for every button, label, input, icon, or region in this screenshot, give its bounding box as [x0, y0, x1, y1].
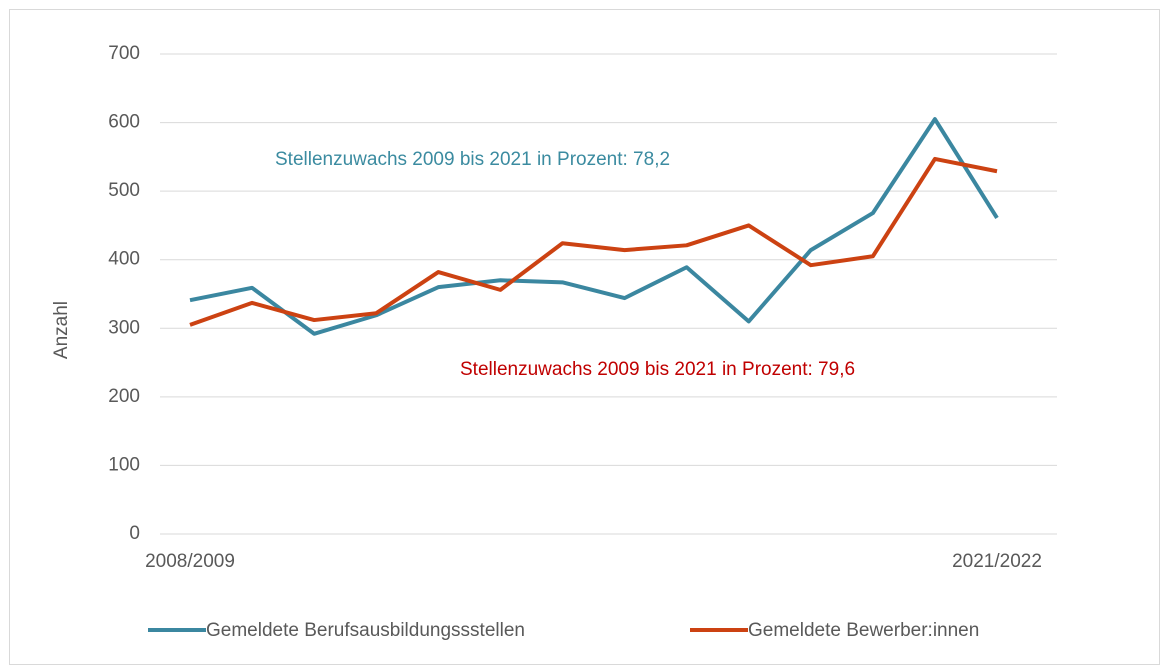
- annotation: Stellenzuwachs 2009 bis 2021 in Prozent:…: [460, 359, 855, 380]
- legend-label: Gemeldete Berufsausbildungssstellen: [206, 620, 525, 641]
- series-line: [189, 156, 998, 327]
- chart-border: [9, 9, 1160, 665]
- y-tick-label: 400: [108, 249, 140, 270]
- y-tick-label: 300: [108, 317, 140, 338]
- annotation: Stellenzuwachs 2009 bis 2021 in Prozent:…: [275, 149, 670, 170]
- x-tick-label: 2008/2009: [145, 551, 235, 572]
- y-axis-label: Anzahl: [51, 301, 72, 359]
- legend-label: Gemeldete Bewerber:innen: [748, 620, 979, 641]
- series-line: [189, 117, 999, 336]
- y-tick-label: 600: [108, 112, 140, 133]
- y-tick-label: 100: [108, 454, 140, 475]
- y-tick-label: 0: [129, 523, 140, 544]
- y-tick-label: 500: [108, 180, 140, 201]
- x-tick-label: 2021/2022: [952, 551, 1042, 572]
- y-tick-label: 700: [108, 43, 140, 64]
- y-tick-label: 200: [108, 386, 140, 407]
